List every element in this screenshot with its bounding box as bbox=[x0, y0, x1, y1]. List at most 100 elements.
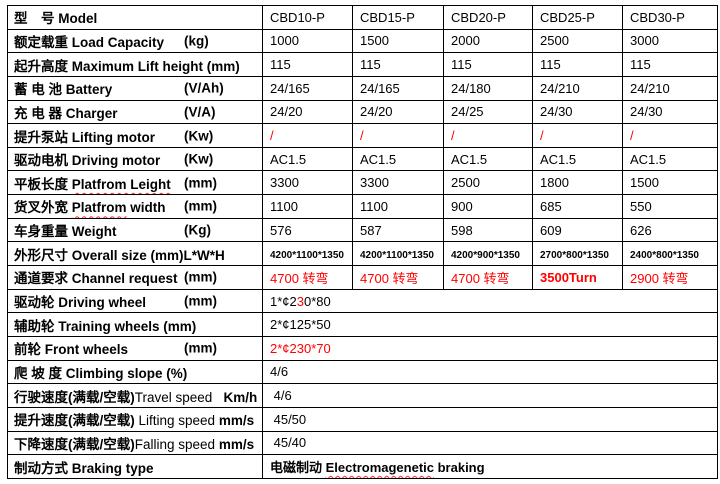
row-value-platform-length-col-3: 1800 bbox=[532, 170, 623, 196]
row-label-weight: 车身重量 Weight (Kg) bbox=[7, 217, 263, 243]
lifting-motor-value-3-segment-0: / bbox=[540, 128, 544, 144]
model-value-4-segment-0: CBD30-P bbox=[630, 9, 685, 25]
row-value-platform-width-col-2: 900 bbox=[443, 194, 533, 219]
row-value-load-capacity-col-2: 2000 bbox=[443, 28, 533, 54]
lifting-speed-label-segment-0: 提升速度(满载/空载) bbox=[14, 413, 139, 429]
row-value-platform-length-col-1: 3300 bbox=[352, 170, 444, 196]
row-value-front-wheels: 2*¢230*70 bbox=[262, 335, 718, 361]
front-wheels-label-segment-0: 前轮 Front wheels bbox=[14, 342, 129, 358]
row-value-load-capacity-col-1: 1500 bbox=[352, 28, 444, 54]
row-value-model-col-3: CBD25-P bbox=[532, 5, 623, 30]
driving-wheel-label-segment-1: (mm) bbox=[184, 293, 217, 309]
row-value-travel-speed: 4/6 bbox=[262, 383, 718, 408]
row-value-weight-col-0: 576 bbox=[262, 217, 353, 243]
driving-motor-value-0-segment-0: AC1.5 bbox=[270, 151, 307, 167]
row-value-lifting-motor-col-2: / bbox=[443, 123, 533, 148]
row-value-driving-motor-col-3: AC1.5 bbox=[532, 146, 623, 172]
row-value-lifting-motor-col-0: / bbox=[262, 123, 353, 148]
training-wheels-label-segment-0: 辅助轮 Training wheels (mm) bbox=[14, 318, 197, 334]
load-capacity-label-segment-0: 额定载重 Load Capacity bbox=[14, 34, 165, 50]
row-value-falling-speed: 45/40 bbox=[262, 430, 718, 456]
spec-row-travel-speed: 行驶速度(满载/空载)Travel speed Km/h 4/6 bbox=[7, 383, 718, 408]
platform-width-value-0-segment-0: 1100 bbox=[270, 198, 298, 214]
weight-value-2-segment-0: 598 bbox=[451, 222, 473, 238]
charger-value-2-segment-0: 24/25 bbox=[451, 104, 484, 120]
front-wheels-value-segment-0: 2*¢230*70 bbox=[270, 340, 331, 356]
row-value-driving-wheel: 1*¢230*80 bbox=[262, 288, 718, 314]
row-value-overall-size-col-1: 4200*1100*1350 bbox=[352, 241, 444, 267]
row-value-battery-col-0: 24/165 bbox=[262, 75, 353, 101]
row-value-model-col-4: CBD30-P bbox=[622, 5, 718, 30]
falling-speed-label-segment-0: 下降速度(满载/空载) bbox=[14, 436, 135, 452]
max-lift-height-value-1-segment-0: 115 bbox=[360, 57, 381, 73]
row-value-lifting-motor-col-3: / bbox=[532, 123, 623, 148]
row-value-battery-col-4: 24/210 bbox=[622, 75, 718, 101]
training-wheels-value-segment-0: 2*¢125*50 bbox=[270, 317, 331, 333]
travel-speed-label-segment-1: Travel speed bbox=[134, 389, 213, 405]
row-value-platform-width-col-1: 1100 bbox=[352, 194, 444, 219]
lifting-motor-label-segment-0: 提升泵站 Lifting motor bbox=[14, 129, 155, 145]
row-label-lifting-speed: 提升速度(满载/空载) Lifting speed mm/s bbox=[7, 406, 263, 432]
row-value-platform-width-col-3: 685 bbox=[532, 194, 623, 219]
row-value-driving-motor-col-1: AC1.5 bbox=[352, 146, 444, 172]
row-value-driving-motor-col-4: AC1.5 bbox=[622, 146, 718, 172]
row-value-overall-size-col-4: 2400*800*1350 bbox=[622, 241, 718, 267]
charger-label-segment-0: 充 电 器 Charger bbox=[14, 105, 118, 121]
row-label-lifting-motor: 提升泵站 Lifting motor (Kw) bbox=[7, 123, 263, 148]
max-lift-height-value-3-segment-0: 115 bbox=[540, 57, 561, 73]
charger-value-1-segment-0: 24/20 bbox=[360, 104, 393, 120]
driving-motor-value-2-segment-0: AC1.5 bbox=[451, 151, 488, 167]
row-value-load-capacity-col-3: 2500 bbox=[532, 28, 623, 54]
battery-value-1-segment-0: 24/165 bbox=[360, 80, 400, 96]
model-value-1-segment-0: CBD15-P bbox=[360, 9, 415, 25]
row-value-lifting-motor-col-4: / bbox=[622, 123, 718, 148]
row-value-driving-motor-col-0: AC1.5 bbox=[262, 146, 353, 172]
row-value-charger-col-0: 24/20 bbox=[262, 99, 353, 125]
channel-request-value-3-segment-0: 3500Turn bbox=[540, 269, 597, 285]
climbing-slope-label-segment-0: 爬 坡 度 Climbing slope (%) bbox=[14, 365, 188, 381]
row-label-front-wheels: 前轮 Front wheels (mm) bbox=[7, 335, 263, 361]
channel-request-label-segment-1: (mm) bbox=[184, 269, 217, 285]
spec-row-channel-request: 通道要求 Channel request (mm) 4700 转弯 4700 转弯 47… bbox=[7, 265, 718, 290]
weight-label-segment-0: 车身重量 Weight bbox=[14, 224, 117, 240]
row-value-platform-width-col-4: 550 bbox=[622, 194, 718, 219]
row-label-overall-size: 外形尺寸 Overall size (mm)L*W*H bbox=[7, 241, 263, 267]
platform-width-label-segment-1: Platfrom bbox=[71, 200, 127, 216]
row-label-training-wheels: 辅助轮 Training wheels (mm) bbox=[7, 312, 263, 337]
falling-speed-label-segment-2: mm/s bbox=[215, 436, 255, 452]
travel-speed-value-segment-0: 4/6 bbox=[270, 388, 292, 404]
overall-size-value-3-segment-0: 2700*800*1350 bbox=[540, 250, 609, 262]
battery-value-2-segment-0: 24/180 bbox=[451, 80, 491, 96]
channel-request-value-2-segment-0: 4700 转弯 bbox=[451, 270, 510, 286]
platform-width-label-segment-3: (mm) bbox=[184, 198, 217, 214]
row-value-max-lift-height-col-0: 115 bbox=[262, 52, 353, 77]
spec-row-falling-speed: 下降速度(满载/空载)Falling speed mm/s 45/40 bbox=[7, 430, 718, 456]
spec-row-braking-type: 制动方式 Braking type 电磁制动 Electromagenetic b… bbox=[7, 454, 718, 479]
row-value-load-capacity-col-0: 1000 bbox=[262, 28, 353, 54]
model-value-2-segment-0: CBD20-P bbox=[451, 9, 506, 25]
model-value-3-segment-0: CBD25-P bbox=[540, 9, 595, 25]
spec-row-driving-motor: 驱动电机 Driving motor (Kw) AC1.5 AC1.5 AC1.5 AC1… bbox=[7, 146, 718, 172]
platform-length-value-3-segment-0: 1800 bbox=[540, 175, 569, 191]
model-value-0-segment-0: CBD10-P bbox=[270, 9, 325, 25]
row-value-climbing-slope: 4/6 bbox=[262, 359, 718, 385]
platform-width-value-3-segment-0: 685 bbox=[540, 198, 562, 214]
row-value-overall-size-col-3: 2700*800*1350 bbox=[532, 241, 623, 267]
channel-request-value-4-segment-0: 2900 转弯 bbox=[630, 270, 689, 286]
overall-size-label-segment-0: 外形尺寸 Overall size (mm)L*W*H bbox=[14, 247, 225, 263]
max-lift-height-value-4-segment-0: 115 bbox=[630, 57, 651, 73]
row-value-battery-col-2: 24/180 bbox=[443, 75, 533, 101]
battery-label-segment-0: 蓄 电 池 Battery bbox=[14, 82, 113, 98]
spec-row-weight: 车身重量 Weight (Kg) 576 587 598 609 626 bbox=[7, 217, 718, 243]
row-label-platform-length: 平板长度 Platfrom Leight (mm) bbox=[7, 170, 263, 196]
load-capacity-label-segment-1: (kg) bbox=[184, 33, 209, 49]
spec-row-battery: 蓄 电 池 Battery (V/Ah) 24/165 24/165 24/180 24/… bbox=[7, 75, 718, 101]
platform-length-label-segment-0: 平板长度 bbox=[14, 176, 72, 192]
platform-length-value-2-segment-0: 2500 bbox=[451, 175, 480, 191]
driving-motor-value-1-segment-0: AC1.5 bbox=[360, 151, 397, 167]
row-value-load-capacity-col-4: 3000 bbox=[622, 28, 718, 54]
max-lift-height-label-segment-0: 起升高度 Maximum Lift height (mm) bbox=[14, 58, 240, 74]
driving-motor-label-segment-1: (Kw) bbox=[184, 151, 214, 167]
driving-motor-value-4-segment-0: AC1.5 bbox=[630, 151, 667, 167]
spec-table-body: 型 号 Model CBD10-P CBD15-P CBD20-P CBD25-P CBD… bbox=[7, 5, 718, 479]
